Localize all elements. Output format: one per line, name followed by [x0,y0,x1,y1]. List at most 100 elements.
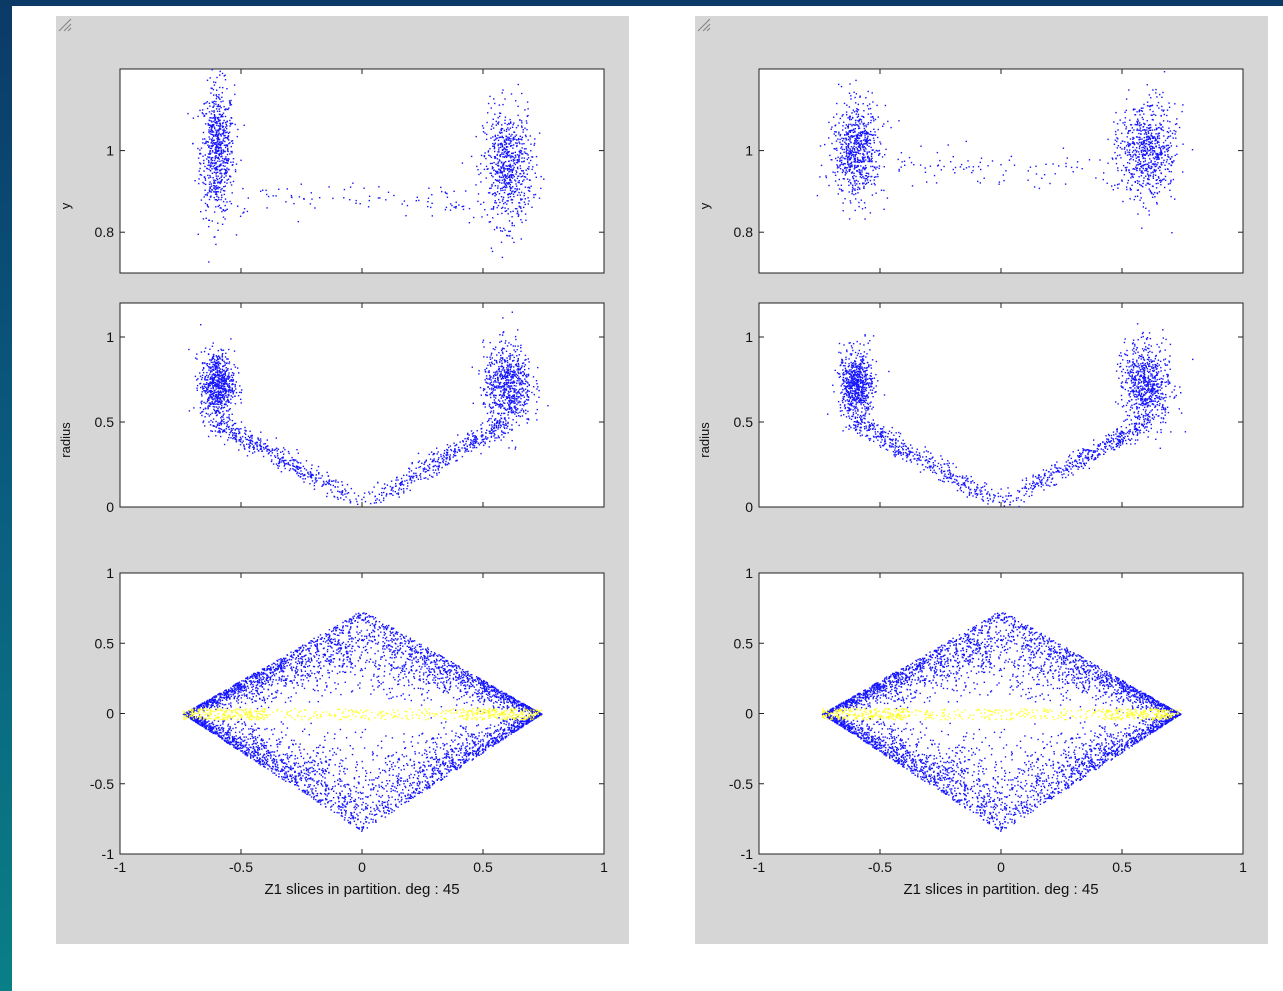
data-point [349,795,351,797]
data-point [453,442,455,444]
data-point [326,471,328,474]
data-point [492,167,494,169]
data-point [443,456,445,458]
data-point [221,420,223,422]
data-point [523,390,525,392]
data-point [510,375,512,378]
data-point [530,143,532,145]
data-point [398,496,400,498]
data-point [506,427,508,429]
data-point [201,400,203,402]
data-point [493,399,496,401]
data-point [210,113,213,115]
slide-canvas: 0.8 1 y 0 0.5 1 radius -1 -0.5 0 0.5 1 -1 -0.5 0 0.5 1 Z1… [12,6,1283,991]
data-point [443,452,445,454]
data-point [506,382,509,384]
data-point [500,357,502,359]
data-point [247,747,249,750]
data-point [518,380,520,382]
data-point [211,189,214,191]
data-point [210,430,212,432]
data-point [516,139,518,141]
data-point [230,123,232,126]
data-point [213,179,215,181]
data-point [489,192,491,194]
data-point [209,187,212,189]
data-point [276,455,279,457]
data-point [211,138,213,141]
data-point [523,157,525,159]
data-point [228,389,230,392]
data-point [215,375,218,377]
data-point [509,388,511,391]
data-point [241,442,243,444]
data-point [422,470,425,472]
data-point [198,182,200,185]
data-point [220,399,222,402]
data-point [344,493,346,495]
data-point [461,680,463,682]
data-point [528,367,530,370]
data-point [444,208,447,211]
data-point [464,753,466,755]
data-point [503,412,506,415]
data-point [393,661,395,663]
data-point [208,136,210,138]
data-point [484,369,486,371]
data-point [200,324,202,326]
data-point [511,396,513,398]
data-point [464,451,466,453]
data-point [215,362,217,365]
data-point [282,447,285,449]
data-point [229,380,231,382]
data-point [213,181,216,183]
data-point [218,401,220,403]
data-point [456,672,458,675]
data-point [349,821,351,823]
data-point [498,104,501,106]
data-point [518,160,520,163]
data-point [507,368,509,370]
data-point [508,136,510,139]
data-point [496,206,498,209]
data-point [501,348,503,350]
data-point [509,371,511,373]
data-point [214,151,217,153]
data-point [486,133,488,136]
data-point [353,615,356,617]
data-point [429,458,432,460]
data-point [527,717,530,720]
data-point [214,152,216,154]
data-point [297,475,300,477]
data-point [223,134,225,137]
data-point [252,677,254,679]
data-point [484,371,487,373]
data-point [373,814,376,816]
data-point [299,647,302,650]
data-point [202,408,205,411]
data-point [440,186,442,189]
data-point [271,452,273,454]
data-point [497,117,499,119]
data-point [258,439,260,441]
data-point [384,648,386,650]
data-point [515,161,518,164]
data-point [490,247,493,249]
data-point [256,441,259,444]
data-point [213,378,215,380]
data-point [224,137,227,139]
data-point [218,139,221,141]
data-point [446,192,448,195]
data-point [326,495,328,498]
data-point [516,189,518,191]
data-point [218,146,220,149]
data-point [418,792,420,795]
data-point [349,502,352,504]
data-point [447,766,449,768]
data-point [200,378,203,381]
data-point [521,139,523,141]
data-point [513,356,515,359]
data-point [224,150,226,153]
data-point [249,444,251,447]
